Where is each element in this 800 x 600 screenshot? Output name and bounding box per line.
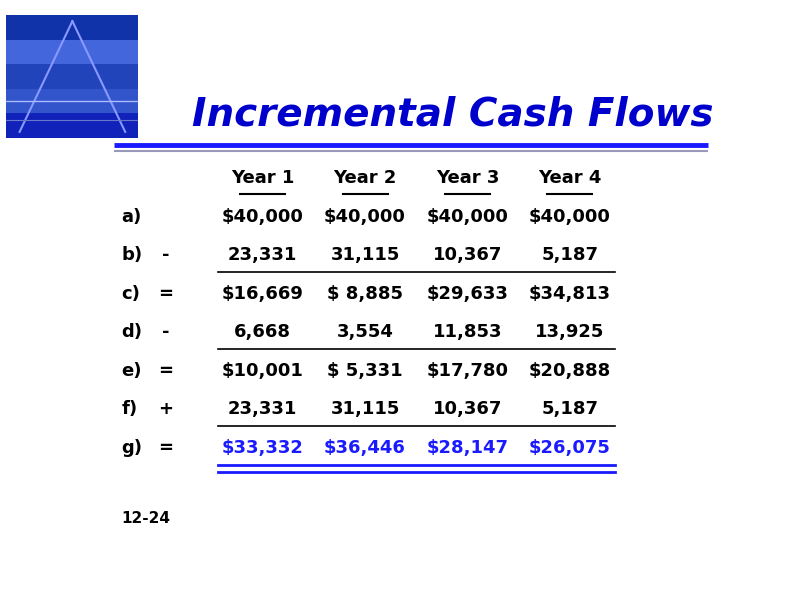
- Text: Year 3: Year 3: [436, 169, 499, 187]
- Text: 13,925: 13,925: [535, 323, 604, 341]
- Text: $40,000: $40,000: [529, 208, 610, 226]
- Text: 3,554: 3,554: [337, 323, 394, 341]
- FancyBboxPatch shape: [6, 89, 138, 113]
- Text: 31,115: 31,115: [330, 400, 400, 418]
- Text: d): d): [122, 323, 142, 341]
- FancyBboxPatch shape: [6, 40, 138, 64]
- Text: 10,367: 10,367: [433, 246, 502, 264]
- Text: -: -: [162, 323, 170, 341]
- Text: b): b): [122, 246, 143, 264]
- Text: $40,000: $40,000: [426, 208, 508, 226]
- Text: 23,331: 23,331: [228, 400, 298, 418]
- Text: c): c): [122, 285, 141, 303]
- Text: $28,147: $28,147: [426, 439, 508, 457]
- Text: 12-24: 12-24: [122, 511, 170, 526]
- Text: $ 5,331: $ 5,331: [327, 362, 403, 380]
- Text: =: =: [158, 362, 174, 380]
- Text: g): g): [122, 439, 142, 457]
- Text: 31,115: 31,115: [330, 246, 400, 264]
- Text: $17,780: $17,780: [426, 362, 508, 380]
- Text: $34,813: $34,813: [529, 285, 610, 303]
- Text: 23,331: 23,331: [228, 246, 298, 264]
- FancyBboxPatch shape: [6, 15, 138, 40]
- Text: 5,187: 5,187: [541, 246, 598, 264]
- Text: 6,668: 6,668: [234, 323, 291, 341]
- Text: Year 2: Year 2: [334, 169, 397, 187]
- Text: -: -: [162, 246, 170, 264]
- Text: Year 1: Year 1: [231, 169, 294, 187]
- Text: $10,001: $10,001: [222, 362, 304, 380]
- Text: 11,853: 11,853: [433, 323, 502, 341]
- Text: $ 8,885: $ 8,885: [327, 285, 403, 303]
- Text: 5,187: 5,187: [541, 400, 598, 418]
- Text: =: =: [158, 285, 174, 303]
- Text: a): a): [122, 208, 142, 226]
- Text: $16,669: $16,669: [222, 285, 304, 303]
- Text: +: +: [158, 400, 174, 418]
- Text: Year 4: Year 4: [538, 169, 602, 187]
- Text: $26,075: $26,075: [529, 439, 610, 457]
- Text: $40,000: $40,000: [324, 208, 406, 226]
- Text: $33,332: $33,332: [222, 439, 304, 457]
- Text: $40,000: $40,000: [222, 208, 304, 226]
- Text: Incremental Cash Flows: Incremental Cash Flows: [192, 95, 714, 133]
- FancyBboxPatch shape: [6, 15, 138, 138]
- Text: =: =: [158, 439, 174, 457]
- Text: $29,633: $29,633: [426, 285, 508, 303]
- FancyBboxPatch shape: [6, 113, 138, 138]
- Text: $20,888: $20,888: [529, 362, 610, 380]
- Text: 10,367: 10,367: [433, 400, 502, 418]
- FancyBboxPatch shape: [6, 64, 138, 89]
- Text: e): e): [122, 362, 142, 380]
- Text: $36,446: $36,446: [324, 439, 406, 457]
- Text: f): f): [122, 400, 138, 418]
